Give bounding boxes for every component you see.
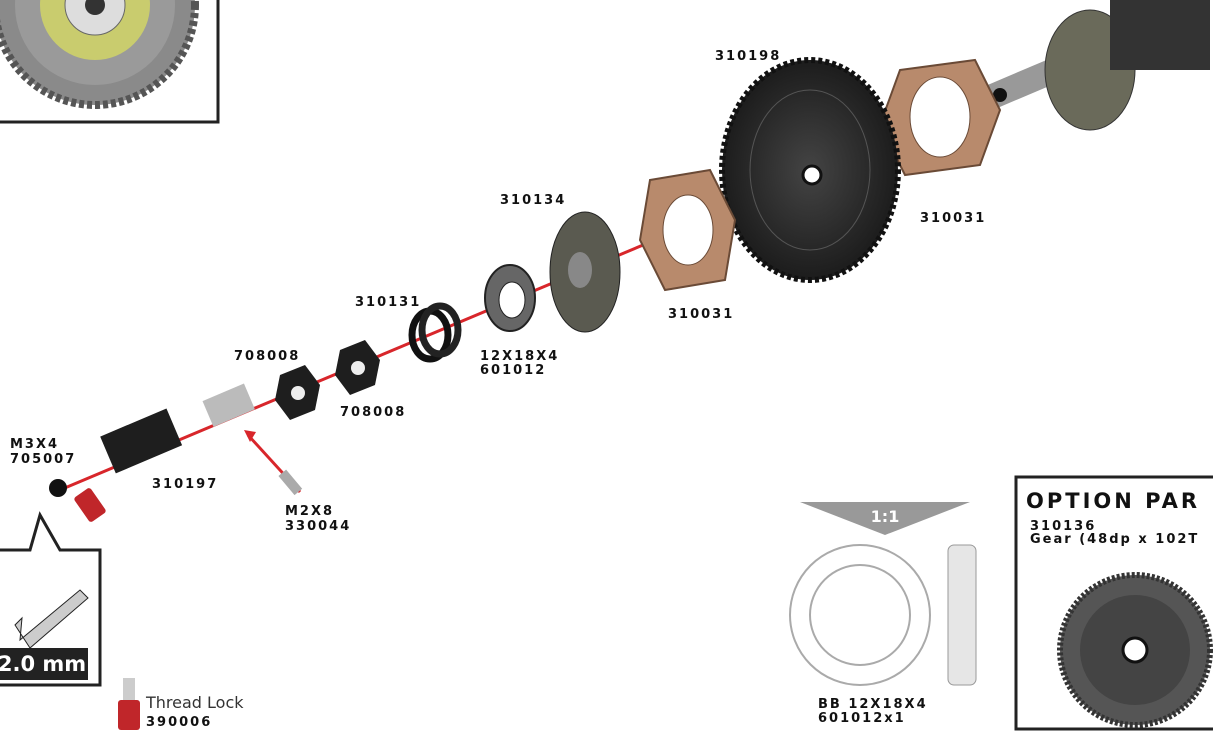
- thread-lock-name: Thread Lock: [145, 693, 244, 712]
- part-label: 708008: [340, 405, 406, 420]
- scale-ratio: 1:1: [871, 507, 900, 526]
- part-label: 330044: [285, 519, 351, 534]
- slipper-pad: [640, 170, 735, 290]
- option-title: OPTION PAR: [1026, 489, 1200, 513]
- spur-gear: [722, 60, 898, 280]
- part-label: 708008: [234, 349, 300, 364]
- bearing: [485, 265, 535, 331]
- tool-size: 2.0 mm: [0, 652, 86, 676]
- part-label: 310031: [920, 211, 986, 226]
- part-label: M3X4: [10, 437, 59, 452]
- part-label: 310131: [355, 295, 421, 310]
- bearing-number: 601012x1: [818, 711, 906, 726]
- tool-callout: 2.0 mm: [0, 515, 100, 685]
- slipper-plate: [550, 212, 620, 332]
- part-label: 310197: [152, 477, 218, 492]
- option-parts: OPTION PAR 310136 Gear (48dp x 102T: [1016, 477, 1213, 729]
- part-label: 12X18X4: [480, 349, 559, 364]
- part-label: M2X8: [285, 504, 334, 519]
- thread-lock-number: 390006: [146, 715, 212, 730]
- diagram: 2.0 mm Thread Lock 390006 1:1 BB 12X18X4…: [0, 0, 1213, 733]
- thread-lock: Thread Lock 390006: [118, 678, 244, 730]
- inset-gear-view: [0, 0, 218, 122]
- differential: [985, 0, 1210, 130]
- part-label: 310134: [500, 193, 566, 208]
- part-label: 310198: [715, 49, 781, 64]
- part-label: 705007: [10, 452, 76, 467]
- scale-box: 1:1 BB 12X18X4 601012x1: [790, 502, 976, 726]
- bearing-size: BB 12X18X4: [818, 697, 928, 712]
- part-label: 310031: [668, 307, 734, 322]
- option-description: Gear (48dp x 102T: [1030, 532, 1199, 547]
- part-label: 601012: [480, 363, 546, 378]
